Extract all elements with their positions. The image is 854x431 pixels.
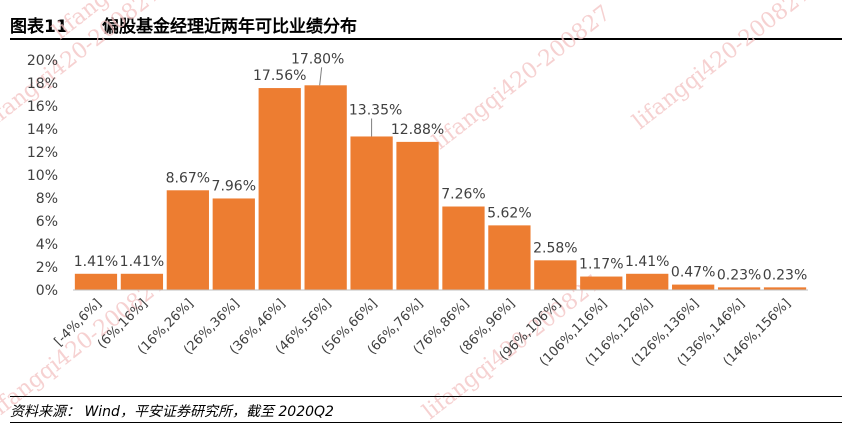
y-tick-label: 10% [27, 168, 58, 184]
bar [488, 225, 531, 290]
bar [396, 141, 439, 290]
data-label: 17.80% [291, 51, 344, 67]
data-label: 8.67% [166, 170, 210, 186]
figure-header: 图表11 偏股基金经理近两年可比业绩分布 [10, 12, 842, 40]
data-label: 1.17% [579, 257, 623, 273]
label-leader-line [319, 67, 323, 86]
y-tick-label: 8% [36, 191, 58, 207]
bar [717, 287, 761, 290]
data-label: 7.96% [212, 178, 256, 194]
bar [442, 206, 485, 290]
bar [304, 85, 347, 290]
data-label: 17.56% [253, 68, 306, 84]
bar [74, 273, 118, 290]
y-tick-label: 18% [27, 76, 58, 92]
header-rule [10, 38, 842, 40]
figure-title: 偏股基金经理近两年可比业绩分布 [102, 17, 357, 37]
y-tick-label: 4% [36, 237, 58, 253]
data-label: 13.35% [349, 102, 402, 118]
bar [672, 284, 715, 290]
y-tick-label: 0% [36, 283, 58, 299]
bar [580, 276, 623, 290]
figure-number: 图表11 [10, 17, 68, 37]
bar [763, 287, 807, 290]
bar [166, 190, 209, 290]
y-tick-label: 20% [27, 53, 58, 69]
data-label: 0.23% [717, 267, 761, 283]
y-tick-label: 16% [27, 99, 58, 115]
y-tick-label: 14% [27, 122, 58, 138]
data-label: 5.62% [487, 205, 531, 221]
bar [258, 88, 301, 290]
data-label: 2.58% [533, 240, 577, 256]
data-label: 1.41% [120, 254, 164, 270]
data-label: 1.41% [625, 254, 669, 270]
source-rule [10, 396, 842, 397]
y-tick-label: 12% [27, 145, 58, 161]
data-label: 0.47% [671, 265, 715, 281]
bar [626, 273, 669, 290]
bar [212, 198, 255, 290]
data-label: 12.88% [391, 122, 444, 138]
y-tick-label: 6% [36, 214, 58, 230]
bar [120, 273, 164, 290]
bottom-rule [10, 422, 842, 423]
source-note: 资料来源： Wind，平安证券研究所，截至 2020Q2 [10, 404, 334, 420]
data-label: 0.23% [763, 267, 807, 283]
data-label: 1.41% [74, 254, 118, 270]
data-label: 7.26% [441, 187, 485, 203]
bar [350, 136, 393, 290]
watermark-text: lifangqi420-200827 [428, 1, 615, 155]
y-tick-label: 2% [36, 260, 58, 276]
watermark-text: lifangqi420-200827 [628, 0, 815, 135]
bar [534, 260, 577, 290]
